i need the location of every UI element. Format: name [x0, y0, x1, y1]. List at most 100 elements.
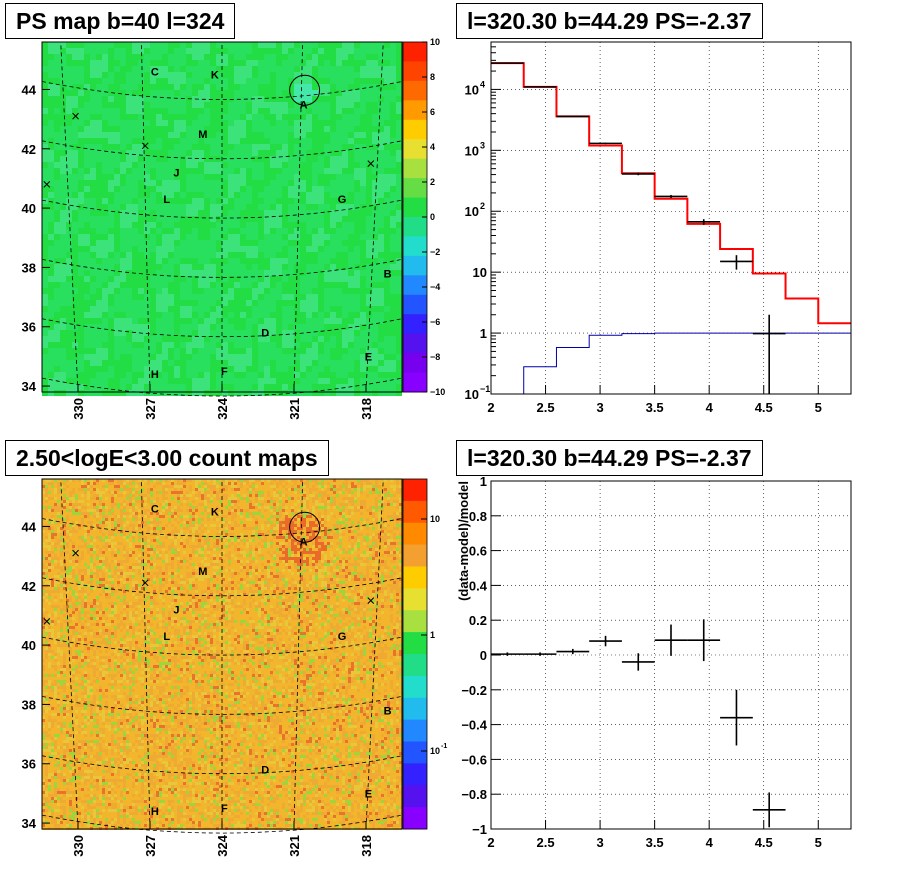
- x-tick-label: 4.5: [755, 835, 773, 850]
- x-tick-label: 2.5: [537, 835, 555, 850]
- x-tick-label: 327: [143, 835, 158, 857]
- y-tick-exponent: 4: [480, 79, 485, 89]
- x-tick-label: 2: [487, 835, 494, 850]
- x-tick-label: 2.5: [537, 400, 555, 415]
- colorbar-tick-label: 10: [430, 514, 440, 524]
- source-label-E: E: [365, 788, 372, 800]
- x-tick-label: 318: [359, 835, 374, 857]
- colorbar-tick-label: −10: [430, 387, 445, 397]
- y-tick-label: 0.2: [469, 613, 487, 628]
- y-tick-label: 10: [465, 387, 479, 402]
- y-tick-label: 0: [480, 648, 487, 663]
- colorbar-tick-label: −6: [430, 317, 440, 327]
- data-point: [589, 143, 622, 144]
- y-tick-label: 36: [22, 757, 36, 772]
- residual-title: l=320.30 b=44.29 PS=-2.37: [456, 440, 763, 476]
- source-label-M: M: [198, 129, 207, 141]
- x-tick-label: 327: [143, 398, 158, 420]
- y-tick-label: 44: [22, 82, 37, 97]
- y-tick-label: 0.4: [469, 578, 488, 593]
- x-tick-label: 4: [706, 835, 714, 850]
- source-label-B: B: [384, 705, 392, 717]
- colorbar-tick-exponent: -1: [441, 743, 447, 750]
- ps-map-panel: 34 36 38 40 42 44 330 327 324 321 318 C K A M J L G B D E H F 1…: [0, 0, 449, 437]
- x-tick-label: 330: [71, 398, 86, 420]
- source-label-J: J: [173, 605, 179, 617]
- source-label-F: F: [221, 803, 228, 815]
- x-tick-label: 2: [487, 400, 494, 415]
- y-tick-label: 1: [480, 326, 487, 341]
- residual-panel: 2 2.5 3 3.5 4 4.5 5 −1 −0.8 −0.6 −0.4 −0.2 0 0.2 0.4 0.…: [449, 437, 898, 875]
- data-point: [491, 63, 524, 64]
- x-tick-label: 4.5: [755, 400, 773, 415]
- colorbar-tick-label: −8: [430, 352, 440, 362]
- source-label-H: H: [151, 369, 159, 381]
- y-tick-label: −1: [472, 822, 487, 837]
- spectrum-grid: [491, 42, 851, 394]
- data-point: [753, 315, 786, 394]
- colorbar-tick-label: −2: [430, 247, 440, 257]
- y-tick-label: 40: [22, 201, 36, 216]
- y-tick-label: 38: [22, 260, 36, 275]
- colorbar-tick-label: 10: [430, 746, 440, 756]
- colorbar-tick-label: 6: [430, 107, 435, 117]
- colorbar-tick-label: 1: [430, 630, 435, 640]
- source-label-E: E: [365, 351, 372, 363]
- count-map-panel: 34 36 38 40 42 44 330 327 324 321 318 C K A M J L G B D E H F 1…: [0, 437, 449, 875]
- x-tick-label: 321: [287, 398, 302, 420]
- colorbar-tick-label: 10: [430, 37, 440, 47]
- y-tick-label: 10: [473, 265, 487, 280]
- x-tick-label: 3.5: [646, 835, 664, 850]
- y-tick-exponent: −1: [480, 384, 490, 394]
- x-tick-label: 5: [815, 400, 822, 415]
- residual-point: [655, 625, 688, 656]
- source-label-C: C: [151, 67, 159, 79]
- y-tick-label: 34: [22, 379, 37, 394]
- source-label-F: F: [221, 366, 228, 378]
- source-label-C: C: [151, 504, 159, 516]
- residual-point: [589, 636, 622, 646]
- spectrum-frame: [491, 42, 851, 394]
- x-tick-label: 330: [71, 835, 86, 857]
- source-label-D: D: [261, 328, 269, 340]
- colorbar-tick-label: −4: [430, 282, 440, 292]
- x-tick-label: 3: [596, 400, 603, 415]
- x-tick-label: 324: [215, 397, 230, 419]
- colorbar: [403, 479, 427, 830]
- spectrum-plot: 2 2.5 3 3.5 4 4.5 510 −1110102103104: [449, 0, 898, 437]
- source-label-G: G: [338, 631, 347, 643]
- count-map-title: 2.50<logE<3.00 count maps: [5, 440, 329, 476]
- data-point: [524, 86, 557, 87]
- y-tick-label: 0.6: [469, 544, 487, 559]
- y-tick-label: 42: [22, 142, 36, 157]
- data-point: [720, 255, 753, 269]
- y-tick-label: 1: [480, 474, 487, 489]
- y-tick-label: 42: [22, 579, 36, 594]
- y-tick-label: 10: [465, 82, 479, 97]
- x-tick-label: 4: [706, 400, 714, 415]
- y-axis-label: (data-model)/model: [456, 481, 471, 601]
- residual-point: [720, 690, 753, 746]
- spectrum-panel: 2 2.5 3 3.5 4 4.5 5 10 −1 1 10 10 2 10 3 10 4 l=320.30 b…: [449, 0, 898, 437]
- source-label-D: D: [261, 765, 269, 777]
- source-label-H: H: [151, 806, 159, 818]
- y-tick-label: 10: [465, 143, 479, 158]
- data-point: [556, 116, 589, 117]
- y-tick-exponent: 3: [480, 140, 485, 150]
- ps-map-title: PS map b=40 l=324: [5, 3, 235, 39]
- y-tick-label: 44: [22, 519, 37, 534]
- residual-plot: 2 2.5 3 3.5 4 4.5 5 −1 −0.8 −0.6 −0.4 −0.2 0 0.2 0.4 0.…: [449, 437, 898, 875]
- colorbar-tick-label: 8: [430, 72, 435, 82]
- y-tick-label: 34: [22, 816, 37, 831]
- y-tick-label: −0.4: [461, 718, 487, 733]
- x-tick-label: 5: [815, 835, 822, 850]
- background-step-line: [491, 333, 851, 394]
- ps-map-plot: 343638404244330 327 324 321 318C KAMJL GBDEH F1…: [0, 0, 449, 437]
- count-map-plot: 343638404244330 327 324 321 318C KAMJL GBDEH F1…: [0, 437, 449, 875]
- x-tick-label: 321: [287, 835, 302, 857]
- source-label-G: G: [338, 194, 347, 206]
- source-label-J: J: [173, 168, 179, 180]
- y-tick-label: −0.8: [461, 787, 487, 802]
- y-tick-label: 38: [22, 697, 36, 712]
- residual-point: [556, 649, 589, 654]
